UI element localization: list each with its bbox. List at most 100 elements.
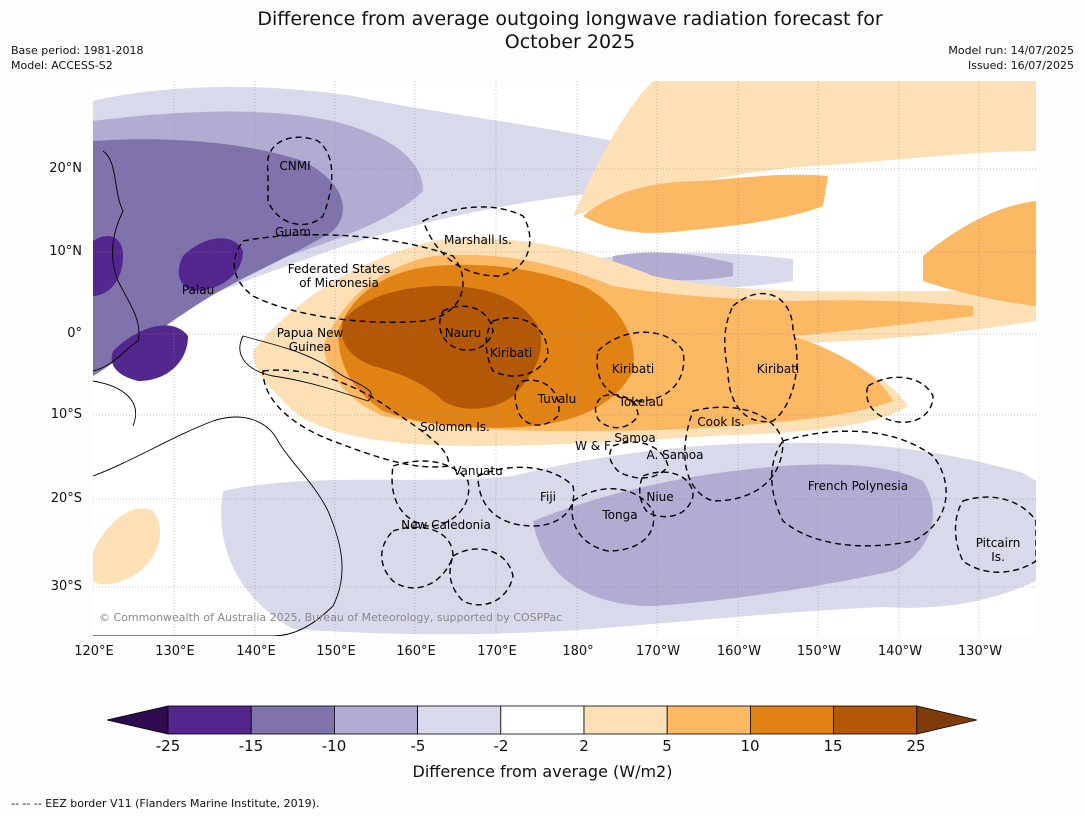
label-png-2: Guinea <box>289 340 332 354</box>
lat-label-equator: 0° <box>67 326 82 341</box>
label-kiribati-west: Kiribati <box>490 346 532 360</box>
eez-kiribati-gilbert <box>485 317 549 377</box>
colorbar-segment <box>750 705 835 735</box>
lon-label-160e: 160°E <box>396 644 436 659</box>
colorbar-extend-high <box>916 705 977 735</box>
colorbar-extend-low <box>107 705 169 735</box>
colorbar-segment <box>333 705 418 735</box>
anomaly-medium-orange-north <box>583 174 828 233</box>
coastline-new-guinea <box>239 335 372 402</box>
forecast-map: CNMI Guam Marshall Is. Federated States … <box>93 81 1036 636</box>
coastline-borneo <box>93 380 137 427</box>
eez-nauru <box>439 305 494 351</box>
lat-label-10s: 10°S <box>50 407 82 422</box>
eez-tonga <box>571 488 655 552</box>
eez-samoa <box>609 441 669 479</box>
colorbar-title: Difference from average (W/m2) <box>412 762 673 781</box>
label-fsm-2: of Micronesia <box>299 276 379 290</box>
label-tonga: Tonga <box>601 508 637 522</box>
chart-title: Difference from average outgoing longwav… <box>0 8 1085 54</box>
anomaly-deepest-purple-south <box>111 325 188 381</box>
meta-right: Model run: 14/07/2025 Issued: 16/07/2025 <box>948 43 1074 73</box>
colorbar-tick-minus10: -10 <box>321 737 347 755</box>
lat-label-20s: 20°S <box>50 491 82 506</box>
anomaly-light-orange-southwest <box>93 508 161 585</box>
colorbar-tick-5: 5 <box>662 737 672 755</box>
eez-new-caledonia <box>381 526 454 589</box>
lon-label-140w: 140°W <box>877 644 923 659</box>
label-pitcairn-2: Is. <box>991 550 1005 564</box>
label-marshall: Marshall Is. <box>444 233 512 247</box>
colorbar-segment <box>167 705 252 735</box>
lat-label-20n: 20°N <box>49 161 82 176</box>
lon-label-120e: 120°E <box>74 644 114 659</box>
anomaly-medium-purple-south <box>533 464 933 606</box>
lat-label-10n: 10°N <box>49 244 82 259</box>
eez-french-polynesia <box>771 430 947 547</box>
lon-label-170w: 170°W <box>635 644 681 659</box>
eez-cook <box>684 406 784 502</box>
colorbar-segment <box>500 705 585 735</box>
colorbar-tick-minus2: -2 <box>493 737 509 755</box>
label-kiribati-east: Kiribati <box>757 362 799 376</box>
meta-left: Base period: 1981-2018 Model: ACCESS-S2 <box>11 43 143 73</box>
label-nauru: Nauru <box>445 326 481 340</box>
label-pitcairn-1: Pitcairn <box>976 536 1021 550</box>
eez-borders <box>233 136 1036 606</box>
colorbar <box>107 705 977 735</box>
base-period: Base period: 1981-2018 <box>11 44 144 57</box>
label-samoa: Samoa <box>614 431 655 445</box>
lon-label-170e: 170°E <box>477 644 517 659</box>
eez-kiribati-line <box>724 292 798 423</box>
eez-kiribati-phoenix <box>596 331 685 402</box>
label-solomon: Solomon Is. <box>420 420 490 434</box>
anomaly-darkest-orange <box>341 286 542 409</box>
eez-niue <box>639 471 694 518</box>
eez-tuvalu <box>514 379 560 426</box>
copyright-notice: © Commonwealth of Australia 2025, Bureau… <box>99 611 562 624</box>
issued-date: Issued: 16/07/2025 <box>967 59 1074 72</box>
label-cook: Cook Is. <box>697 415 744 429</box>
colorbar-segment <box>250 705 335 735</box>
lon-label-150w: 150°W <box>796 644 842 659</box>
eez-central-pacific <box>866 376 934 423</box>
colorbar-segment <box>666 705 751 735</box>
colorbar-tick-25: 25 <box>906 737 926 755</box>
eez-kermadec <box>449 548 514 606</box>
colorbar-tick-minus15: -15 <box>238 737 264 755</box>
eez-tokelau <box>594 394 639 429</box>
colorbar-tick-2: 2 <box>579 737 589 755</box>
eez-micronesia <box>233 234 464 323</box>
colorbar-tick-15: 15 <box>823 737 843 755</box>
eez-png-solomon <box>262 369 450 468</box>
lon-label-140e: 140°E <box>236 644 276 659</box>
coastlines <box>93 150 372 636</box>
label-tuvalu: Tuvalu <box>537 392 577 406</box>
title-line-1: Difference from average outgoing longwav… <box>257 8 883 30</box>
colorbar-tick-10: 10 <box>740 737 760 755</box>
label-png-1: Papua New <box>277 326 344 340</box>
lon-label-130e: 130°E <box>155 644 195 659</box>
anomaly-medium-orange-east <box>923 201 1036 306</box>
colorbar-segment <box>583 705 668 735</box>
eez-cnmi <box>266 136 333 226</box>
eez-vanuatu <box>391 460 470 527</box>
label-cnmi: CNMI <box>279 159 310 173</box>
label-american-samoa: A. Samoa <box>647 448 704 462</box>
lon-label-180: 180° <box>562 644 594 659</box>
eez-pitcairn <box>954 496 1036 573</box>
label-kiribati-central: Kiribati <box>612 362 654 376</box>
lon-label-150e: 150°E <box>316 644 356 659</box>
label-niue: Niue <box>646 490 673 504</box>
label-fiji: Fiji <box>540 490 556 504</box>
eez-marshall <box>422 206 531 277</box>
title-line-2: October 2025 <box>504 31 636 53</box>
colorbar-tick-minus5: -5 <box>410 737 426 755</box>
label-french-polynesia: French Polynesia <box>808 479 908 493</box>
model-run: Model run: 14/07/2025 <box>948 44 1074 57</box>
anomaly-deepest-purple-north <box>178 238 243 291</box>
label-palau: Palau <box>182 283 214 297</box>
label-fsm-1: Federated States <box>288 262 390 276</box>
anomaly-deepest-purple-west <box>93 236 123 296</box>
coastline-philippines <box>93 150 140 372</box>
